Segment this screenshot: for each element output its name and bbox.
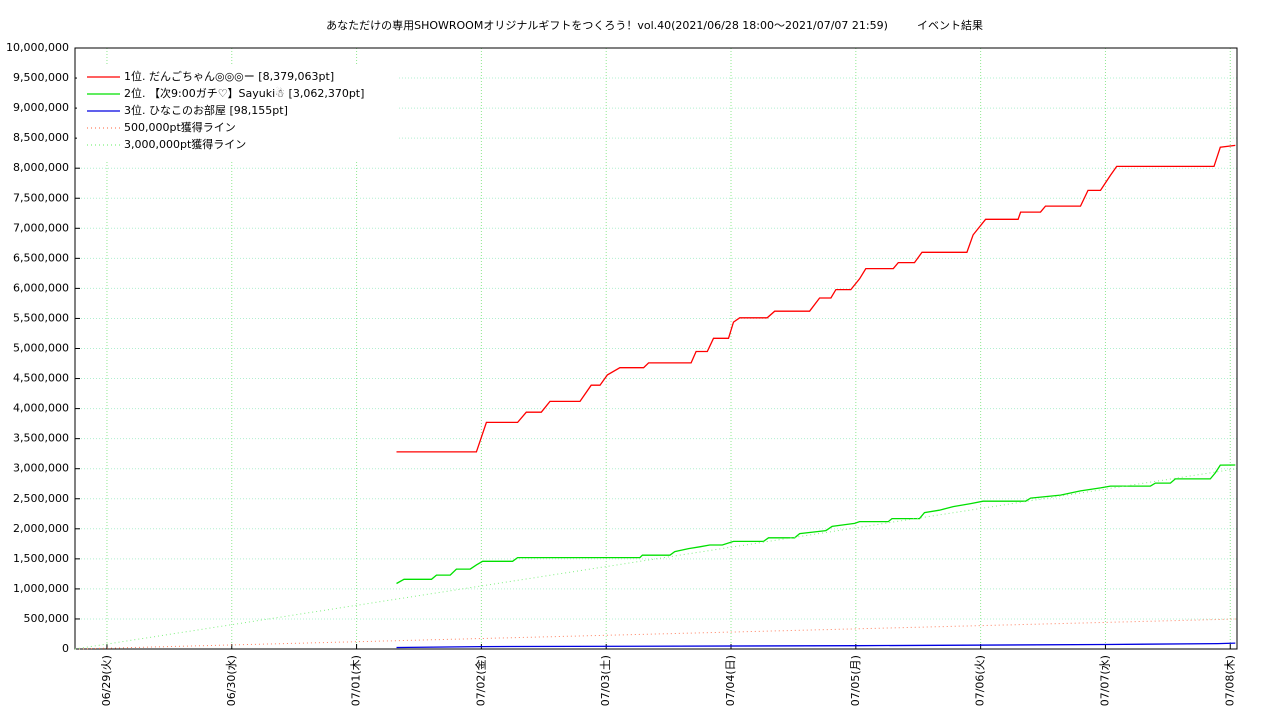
y-tick-label: 1,000,000 <box>13 582 69 595</box>
y-tick-label: 2,500,000 <box>13 492 69 505</box>
x-tick-label: 06/30(水) <box>225 655 238 706</box>
x-tick-label: 07/08(木) <box>1223 655 1236 706</box>
y-tick-label: 7,000,000 <box>13 221 69 234</box>
chart-title: あなただけの専用SHOWROOMオリジナルギフトをつくろう！vol.40(202… <box>326 19 888 32</box>
x-tick-label: 07/02(金) <box>473 655 487 706</box>
y-tick-label: 7,500,000 <box>13 191 69 204</box>
y-tick-label: 10,000,000 <box>6 41 69 54</box>
y-tick-label: 6,000,000 <box>13 281 69 294</box>
series-line <box>396 464 1236 585</box>
y-tick-label: 4,500,000 <box>13 372 69 385</box>
y-tick-label: 8,500,000 <box>13 131 69 144</box>
y-tick-label: 9,000,000 <box>13 101 69 114</box>
y-tick-label: 2,000,000 <box>13 522 69 535</box>
y-tick-label: 6,500,000 <box>13 251 69 264</box>
legend-label: 3,000,000pt獲得ライン <box>124 138 246 151</box>
y-tick-label: 5,000,000 <box>13 342 69 355</box>
y-tick-label: 8,000,000 <box>13 161 69 174</box>
series-line <box>396 642 1236 649</box>
legend-box <box>77 66 397 162</box>
series-line <box>396 144 1236 453</box>
legend-label: 3位. ひなこのお部屋 [98,155pt] <box>124 103 288 117</box>
y-tick-label: 1,500,000 <box>13 552 69 565</box>
x-tick-label: 06/29(火) <box>100 655 113 706</box>
x-tick-label: 07/07(水) <box>1098 655 1111 706</box>
x-tick-label: 07/06(火) <box>974 655 987 706</box>
y-tick-label: 500,000 <box>24 612 70 625</box>
y-tick-label: 4,000,000 <box>13 402 69 415</box>
chart-subtitle: イベント結果 <box>917 18 983 32</box>
y-tick-label: 0 <box>62 642 69 655</box>
x-tick-label: 07/01(木) <box>350 655 363 706</box>
y-tick-label: 3,500,000 <box>13 432 69 445</box>
legend-label: 500,000pt獲得ライン <box>124 121 236 134</box>
x-tick-label: 07/03(土) <box>599 655 612 706</box>
plot-frame <box>74 47 1238 650</box>
y-tick-label: 9,500,000 <box>13 71 69 84</box>
series-line <box>74 618 1238 650</box>
legend-label: 1位. だんごちゃん◎◎◎ー [8,379,063pt] <box>124 69 334 83</box>
legend: 1位. だんごちゃん◎◎◎ー [8,379,063pt] 2位. 【次9:00ガチ… <box>77 66 397 162</box>
legend-label: 2位. 【次9:00ガチ♡】Sayuki☃ [3,062,370pt] <box>124 86 364 100</box>
y-tick-label: 3,000,000 <box>13 462 69 475</box>
y-tick-label: 5,500,000 <box>13 311 69 324</box>
x-tick-label: 07/05(月) <box>849 655 862 706</box>
x-tick-label: 07/04(日) <box>724 655 737 706</box>
